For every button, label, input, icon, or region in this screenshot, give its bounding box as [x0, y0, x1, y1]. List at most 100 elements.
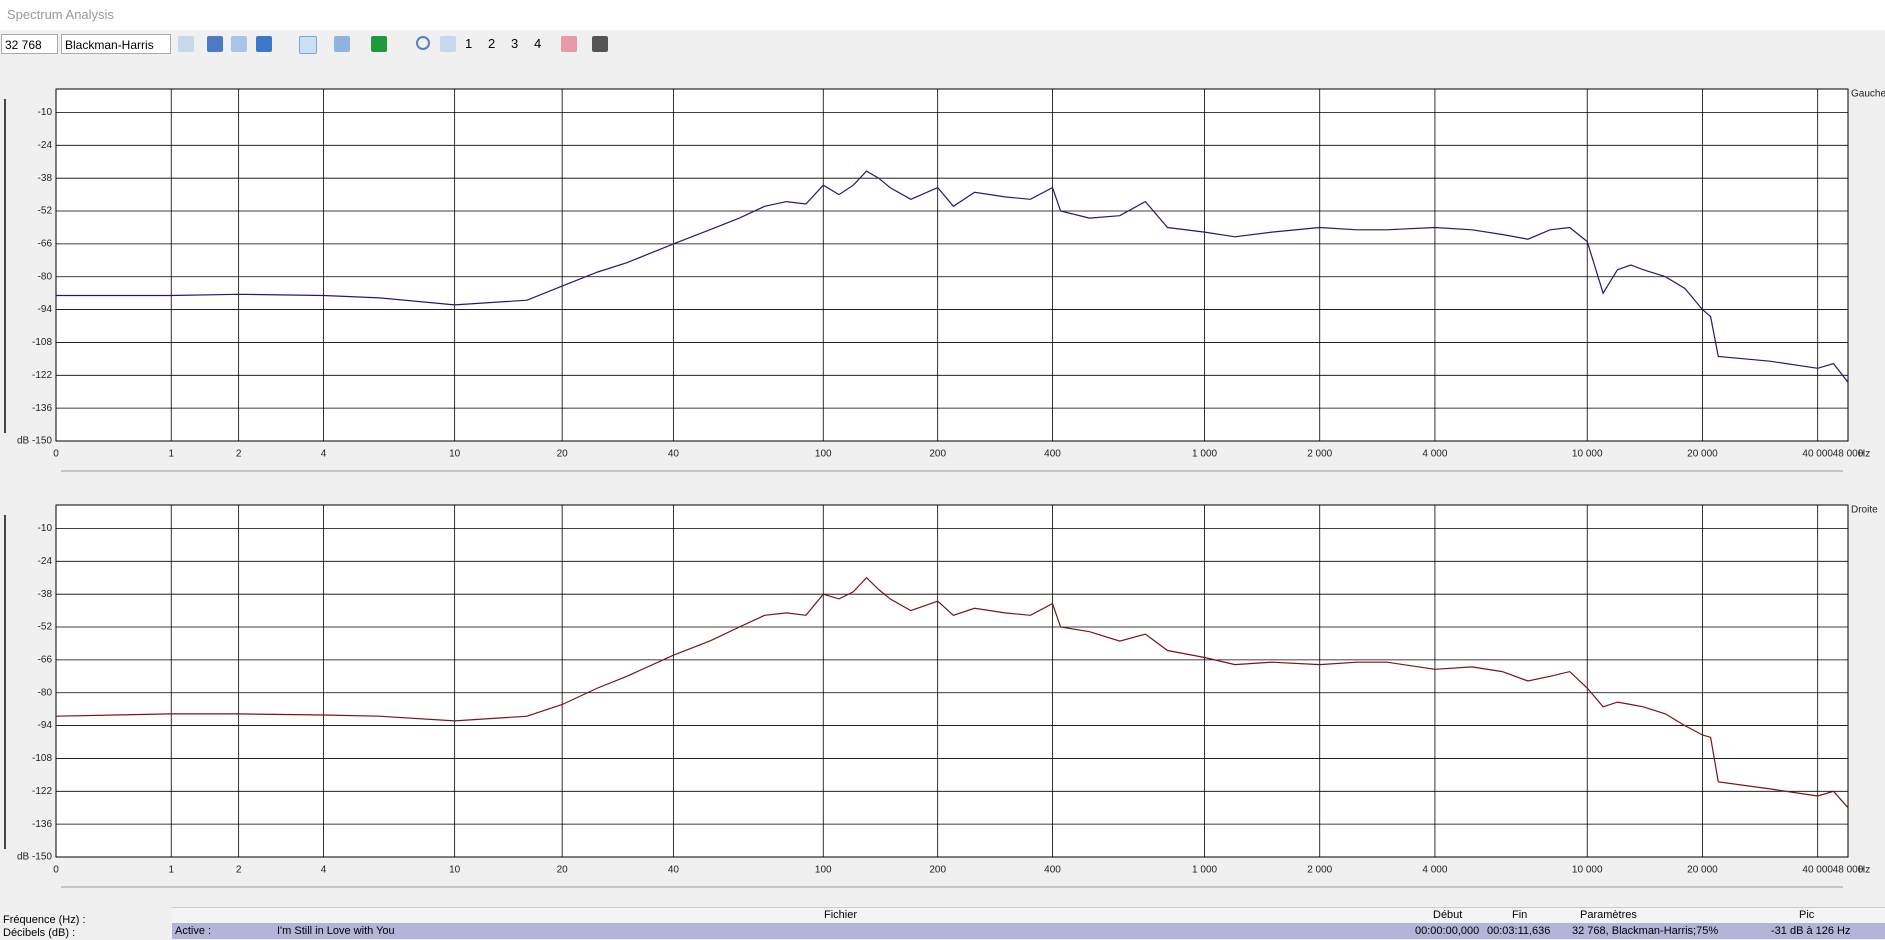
header: Début — [1433, 909, 1463, 921]
x-tick-label: 20 000 — [1687, 449, 1718, 460]
x-axis-label: Hz — [1858, 865, 1870, 876]
y-tick-label: -108 — [32, 337, 52, 348]
icon-button[interactable] — [371, 36, 387, 52]
window-select[interactable]: Blackman-Harris — [61, 34, 171, 54]
y-tick-label: -122 — [32, 370, 52, 381]
charts: -10 -24 -38 -52 -66 -80 -94 -108 -122 -136 dB -150… — [4, 88, 1885, 888]
header: Fin — [1512, 909, 1528, 921]
y-tick-label: -38 — [38, 589, 53, 600]
x-tick-label: 100 — [815, 449, 832, 460]
x-tick-label: 10 — [449, 449, 461, 460]
spectrum-line — [56, 170, 1849, 383]
channel-label: Droite — [1851, 505, 1878, 516]
y-tick-label: -10 — [38, 523, 53, 534]
y-tick-label: -52 — [38, 622, 53, 633]
channel-label: Gauche — [1851, 89, 1885, 100]
file-name: I'm Still in Love with You — [277, 925, 395, 937]
icon-button[interactable] — [561, 36, 577, 52]
y-tick-label: -108 — [32, 753, 52, 764]
x-tick-label: 10 000 — [1572, 449, 1603, 460]
spectrum-line — [55, 576, 1849, 809]
icon-button[interactable] — [416, 36, 430, 50]
x-tick-label: 0 — [53, 865, 59, 876]
header: Pic — [1799, 909, 1815, 921]
window-title: Spectrum Analysis — [0, 0, 1885, 30]
table-row[interactable]: Active : I'm Still in Love with You 00:0… — [172, 923, 1885, 939]
x-tick-label: 40 — [668, 449, 680, 460]
x-tick-label: 20 000 — [1687, 865, 1718, 876]
icon-button[interactable] — [178, 36, 194, 52]
y-tick-label: -66 — [38, 655, 53, 666]
icon-button[interactable] — [207, 36, 223, 52]
channel-button[interactable]: 1 — [465, 36, 473, 51]
decibels-label: Décibels (dB) : — [3, 927, 76, 939]
x-tick-label: 200 — [929, 865, 946, 876]
plot-area — [55, 88, 1849, 442]
icon-button[interactable] — [256, 36, 272, 52]
y-tick-label: -10 — [38, 107, 53, 118]
y-tick-label: dB -150 — [17, 852, 52, 863]
x-tick-label: 4 — [321, 865, 327, 876]
row-label: Active : — [175, 925, 212, 937]
icon-button[interactable] — [231, 36, 247, 52]
x-tick-label: 40 000 — [1802, 449, 1833, 460]
x-tick-label: 10 000 — [1572, 865, 1603, 876]
channel-button[interactable]: 3 — [511, 36, 519, 51]
y-tick-label: -80 — [38, 687, 53, 698]
x-tick-label: 48 000 — [1833, 865, 1864, 876]
x-tick-label: 400 — [1044, 449, 1061, 460]
y-tick-label: dB -150 — [17, 436, 52, 447]
end-time: 00:03:11,636 — [1487, 925, 1551, 937]
x-tick-label: 2 — [236, 449, 242, 460]
channel-button[interactable]: 4 — [534, 36, 542, 51]
x-axis-label: Hz — [1858, 449, 1870, 460]
status-panel: Fréquence (Hz) : Décibels (dB) : Fichier… — [0, 905, 1885, 940]
x-tick-label: 100 — [815, 865, 832, 876]
header: Paramètres — [1580, 909, 1637, 921]
x-tick-label: 20 — [557, 865, 569, 876]
icon-button[interactable] — [299, 36, 317, 54]
x-tick-label: 4 000 — [1422, 449, 1447, 460]
parameters: 32 768, Blackman-Harris;75% — [1572, 925, 1719, 937]
x-tick-label: 0 — [53, 449, 59, 460]
x-tick-label: 4 000 — [1422, 865, 1447, 876]
y-tick-label: -94 — [38, 304, 53, 315]
y-tick-label: -38 — [38, 173, 53, 184]
x-tick-label: 2 — [236, 865, 242, 876]
y-tick-label: -136 — [32, 403, 52, 414]
x-tick-label: 20 — [557, 449, 569, 460]
x-tick-label: 40 — [668, 865, 680, 876]
x-tick-label: 40 000 — [1802, 865, 1833, 876]
channel-button[interactable]: 2 — [488, 36, 496, 51]
header: Fichier — [824, 909, 858, 921]
x-tick-label: 10 — [449, 865, 461, 876]
icon-button[interactable] — [440, 36, 456, 52]
print-button[interactable] — [592, 36, 608, 52]
y-tick-label: -52 — [38, 206, 53, 217]
x-tick-label: 2 000 — [1307, 449, 1332, 460]
x-tick-label: 1 — [168, 865, 174, 876]
peak: -31 dB à 126 Hz — [1771, 925, 1851, 937]
x-tick-label: 1 000 — [1192, 865, 1217, 876]
x-tick-label: 4 — [321, 449, 327, 460]
x-tick-label: 200 — [929, 449, 946, 460]
table-header: Fichier Début Fin Paramètres Pic — [172, 907, 1885, 923]
x-tick-label: 1 000 — [1192, 449, 1217, 460]
y-tick-label: -66 — [38, 239, 53, 250]
y-tick-label: -136 — [32, 819, 52, 830]
start-time: 00:00:00,000 — [1415, 925, 1480, 937]
x-tick-label: 48 000 — [1833, 449, 1864, 460]
fft-size-select[interactable]: 32 768 — [1, 34, 58, 54]
toolbar: 32 768 Blackman-Harris 1 2 3 4 — [0, 30, 1885, 60]
plot-area — [55, 504, 1849, 858]
y-tick-label: -80 — [38, 271, 53, 282]
x-tick-label: 1 — [168, 449, 174, 460]
y-tick-label: -24 — [38, 140, 53, 151]
frequency-label: Fréquence (Hz) : — [3, 914, 86, 926]
y-tick-label: -94 — [38, 720, 53, 731]
y-tick-label: -24 — [38, 556, 53, 567]
icon-button[interactable] — [334, 36, 350, 52]
y-tick-label: -122 — [32, 786, 52, 797]
x-tick-label: 400 — [1044, 865, 1061, 876]
